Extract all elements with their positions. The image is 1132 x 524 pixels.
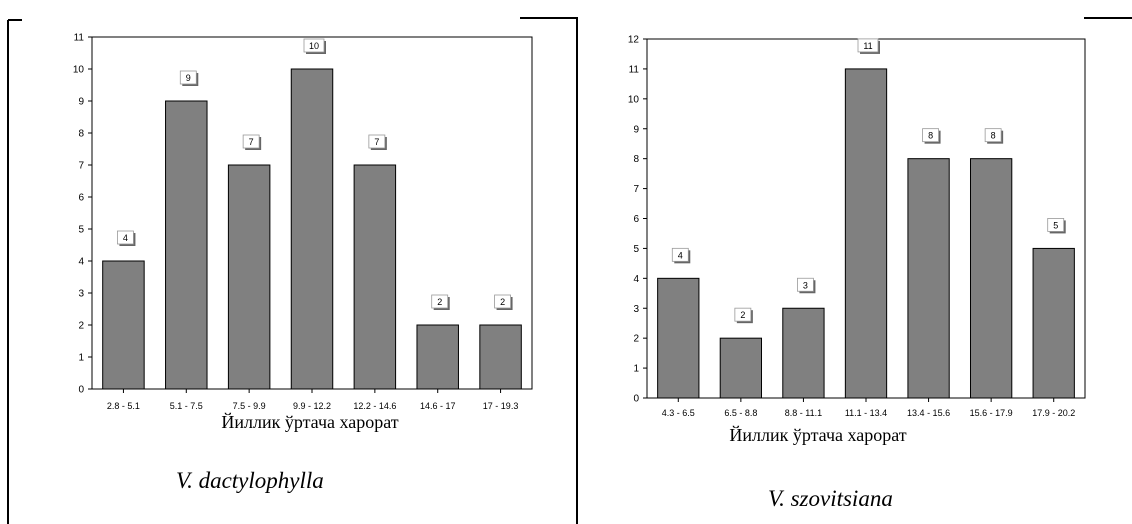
- x-tick-label: 17 - 19.3: [483, 401, 519, 411]
- x-tick-label: 2.8 - 5.1: [107, 401, 140, 411]
- x-tick-label: 4.3 - 6.5: [662, 408, 695, 418]
- data-label-box: [734, 307, 752, 322]
- x-tick-label: 17.9 - 20.2: [1032, 408, 1075, 418]
- y-tick-label: 5: [633, 244, 639, 255]
- data-label-box: [494, 294, 511, 309]
- data-label: 11: [863, 41, 872, 51]
- right-panel: 0 1 2 3 4 5 6 7 8 9 10 11 12 4 4.3 - 6.5 2 6.5 - 8.8 3 8.8…: [578, 0, 1132, 524]
- data-label-box: [857, 38, 879, 53]
- y-tick-label: 9: [633, 124, 639, 135]
- data-label: 7: [249, 137, 254, 147]
- data-label: 4: [123, 233, 128, 243]
- x-tick-label: 14.6 - 17: [420, 401, 456, 411]
- data-label-box: [368, 134, 386, 149]
- y-tick-label: 4: [633, 274, 639, 285]
- data-label: 8: [928, 131, 933, 141]
- y-tick-label: 3: [633, 304, 639, 315]
- y-tick-label: 8: [78, 129, 84, 140]
- data-label-box: [922, 128, 939, 143]
- y-tick-label: 7: [78, 161, 84, 172]
- y-tick-label: 10: [628, 94, 640, 105]
- y-tick-label: 1: [78, 353, 84, 364]
- y-tick-label: 5: [78, 225, 84, 236]
- x-tick-label: 15.6 - 17.9: [970, 408, 1013, 418]
- y-tick-label: 4: [78, 257, 84, 268]
- y-tick-label: 0: [633, 394, 639, 405]
- x-tick-label: 7.5 - 9.9: [233, 401, 266, 411]
- left-panel: 0 1 2 3 4 5 6 7 8 9 10 11 4 2.8 - 5.1 9 5.1 - 7.5 7 7.5 -…: [7, 17, 578, 524]
- species-label: V. dactylophylla: [176, 468, 324, 493]
- bar: [1032, 247, 1075, 399]
- x-tick-label: 5.1 - 7.5: [170, 401, 203, 411]
- bar: [165, 100, 208, 390]
- bar: [102, 260, 145, 390]
- bar: [353, 164, 397, 390]
- data-label-box: [242, 134, 260, 149]
- x-tick-label: 9.9 - 12.2: [293, 401, 331, 411]
- data-label-box: [179, 70, 197, 85]
- data-label-box: [671, 247, 689, 262]
- x-tick-label: 13.4 - 15.6: [907, 408, 950, 418]
- y-tick-label: 11: [74, 33, 85, 44]
- bar: [657, 277, 700, 399]
- data-label: 10: [309, 41, 319, 51]
- y-tick-label: 1: [633, 364, 639, 375]
- data-label-box: [303, 38, 325, 53]
- species-label: V. szovitsiana: [768, 486, 893, 511]
- data-label: 5: [1053, 220, 1058, 230]
- data-label: 9: [186, 73, 191, 83]
- x-tick-label: 12.2 - 14.6: [353, 401, 396, 411]
- y-tick-label: 8: [633, 154, 639, 165]
- x-tick-label: 8.8 - 11.1: [785, 408, 822, 418]
- y-tick-label: 7: [633, 184, 639, 195]
- y-tick-label: 11: [629, 64, 640, 75]
- bar: [227, 164, 271, 390]
- data-label-box: [117, 230, 134, 245]
- chart-dactylophylla: 0 1 2 3 4 5 6 7 8 9 10 11 4 2.8 - 5.1 9 5.1 - 7.5 7 7.5 -…: [7, 17, 578, 524]
- bar: [416, 324, 459, 390]
- bar: [782, 307, 825, 399]
- y-tick-label: 0: [78, 385, 84, 396]
- y-tick-label: 9: [78, 97, 84, 108]
- y-tick-label: 6: [78, 193, 84, 204]
- data-label-box: [797, 277, 814, 292]
- y-tick-label: 3: [78, 289, 84, 300]
- data-label-box: [1047, 218, 1065, 232]
- x-tick-label: 11.1 - 13.4: [845, 408, 887, 418]
- x-tick-label: 6.5 - 8.8: [724, 408, 757, 418]
- x-axis-label: Йиллик ўртача харорат: [729, 425, 906, 445]
- y-tick-label: 10: [73, 65, 85, 76]
- data-label: 3: [803, 280, 808, 290]
- data-label: 4: [678, 250, 683, 260]
- data-label-box: [984, 128, 1002, 143]
- data-label: 8: [991, 131, 996, 141]
- data-label: 2: [500, 297, 505, 307]
- bar: [907, 158, 950, 399]
- data-label: 2: [437, 297, 442, 307]
- y-tick-label: 12: [628, 35, 640, 46]
- y-tick-label: 6: [633, 214, 639, 225]
- bar: [844, 68, 888, 399]
- data-label: 7: [374, 137, 379, 147]
- data-label: 2: [740, 310, 745, 320]
- y-tick-label: 2: [633, 334, 639, 345]
- data-label-box: [431, 294, 449, 309]
- bar: [290, 68, 334, 390]
- bar: [719, 337, 763, 399]
- bar: [479, 324, 522, 390]
- y-tick-label: 2: [78, 321, 84, 332]
- x-axis-label: Йиллик ўртача харорат: [221, 412, 398, 432]
- bar: [969, 158, 1013, 399]
